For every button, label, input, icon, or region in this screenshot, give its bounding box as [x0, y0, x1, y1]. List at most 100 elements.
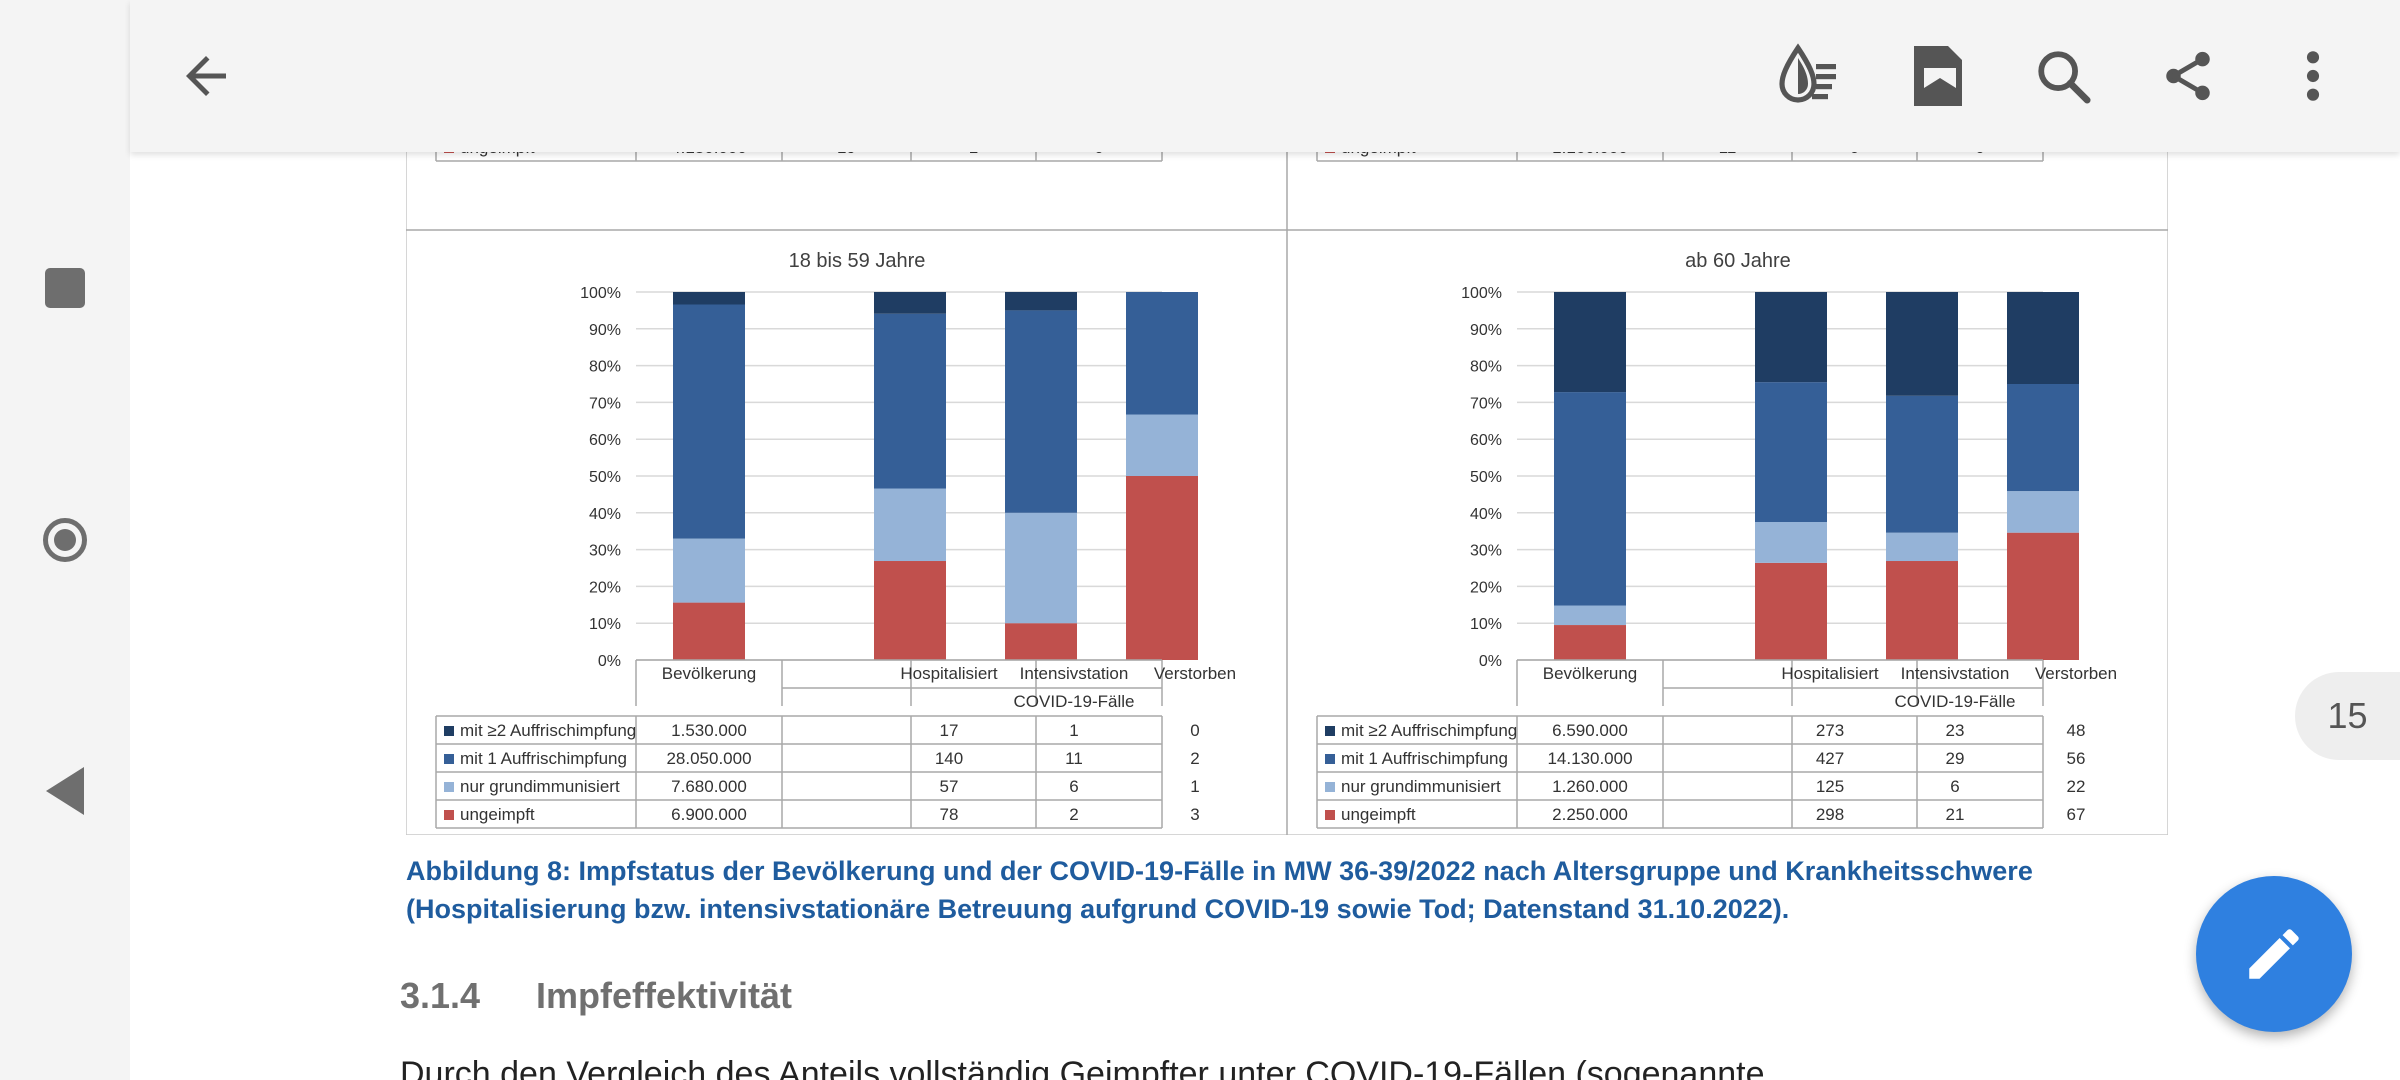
section-title: Impfeffektivität [536, 975, 793, 1016]
bar-segment [1005, 292, 1077, 311]
pencil-icon [2249, 929, 2299, 979]
page-number-badge: 15 [2295, 672, 2400, 760]
bar-segment [1126, 414, 1198, 476]
navigation-bar [0, 0, 130, 1080]
caption-line-1: Abbildung 8: Impfstatus der Bevölkerung … [406, 856, 2033, 886]
table-count: 427 [1816, 749, 1844, 768]
bookmark-icon[interactable] [1900, 38, 1976, 114]
table-row-label: ungeimpft [1341, 805, 1416, 824]
legend-swatch [1325, 782, 1335, 792]
bar-segment [1126, 476, 1198, 660]
recents-square-icon[interactable] [30, 253, 100, 323]
y-tick-label: 20% [1470, 579, 1502, 596]
legend-swatch [444, 782, 454, 792]
table-row-label: mit 1 Auffrischimpfung [460, 749, 627, 768]
table-count: 48 [2067, 721, 2086, 740]
share-icon[interactable] [2150, 38, 2226, 114]
data-table: Bevölkerung Hospitalisiert Intensivstation… [435, 659, 1236, 829]
y-tick-label: 50% [1470, 469, 1502, 486]
bar-segment [1554, 392, 1626, 606]
table-population: 28.050.000 [666, 749, 751, 768]
section-heading: 3.1.4 Impfeffektivität [400, 975, 792, 1017]
figure-caption: Abbildung 8: Impfstatus der Bevölkerung … [406, 852, 2256, 928]
y-tick-label: 30% [589, 543, 621, 560]
bar-segment [2007, 532, 2079, 660]
table-count: 6 [1950, 777, 1959, 796]
chart-title: 18 bis 59 Jahre [789, 250, 926, 272]
bar-segment [1886, 532, 1958, 562]
bar-segment [1755, 292, 1827, 383]
edit-button[interactable] [2196, 876, 2352, 1032]
search-icon[interactable] [2025, 38, 2101, 114]
back-arrow-icon[interactable] [168, 38, 244, 114]
bar-segment [673, 602, 745, 660]
table-count: 273 [1816, 721, 1844, 740]
top-toolbar [130, 0, 2400, 152]
table-count: 56 [2067, 749, 2086, 768]
table-count: 11 [1065, 749, 1083, 768]
table-count: 6 [1069, 777, 1078, 796]
y-tick-label: 80% [1470, 359, 1502, 376]
chart-title: ab 60 Jahre [1685, 250, 1791, 272]
category-label: Bevölkerung [662, 664, 757, 683]
group-label: COVID-19-Fälle [1014, 692, 1135, 711]
bar-segment [1005, 310, 1077, 513]
bar-segment [1755, 382, 1827, 522]
caption-line-2: (Hospitalisierung bzw. intensivstationär… [406, 894, 1790, 924]
data-table: Bevölkerung Hospitalisiert Intensivstation… [1316, 659, 2117, 829]
reading-mode-icon[interactable] [1770, 38, 1846, 114]
table-population: 2.250.000 [1552, 805, 1628, 824]
legend-swatch [1325, 754, 1335, 764]
bar-segment [1005, 512, 1077, 624]
y-tick-label: 40% [1470, 506, 1502, 523]
category-label: Intensivstation [1020, 664, 1129, 683]
legend-swatch [444, 810, 454, 820]
table-population: 6.590.000 [1552, 721, 1628, 740]
table-count: 1 [1069, 721, 1078, 740]
y-tick-label: 70% [589, 395, 621, 412]
body-paragraph: Durch den Vergleich des Anteils vollstän… [400, 1055, 1765, 1080]
bar-segment [673, 538, 745, 603]
bar-segment [1005, 623, 1077, 660]
bar-segment [1886, 395, 1958, 533]
table-count: 17 [940, 721, 959, 740]
more-options-icon[interactable] [2275, 38, 2351, 114]
table-count: 125 [1816, 777, 1844, 796]
y-tick-label: 100% [580, 285, 621, 302]
y-tick-label: 40% [589, 506, 621, 523]
table-row-label: nur grundimmunisiert [1341, 777, 1501, 796]
y-tick-label: 90% [1470, 322, 1502, 339]
y-tick-label: 60% [589, 432, 621, 449]
bar-segment [1554, 292, 1626, 393]
category-label: Intensivstation [1901, 664, 2010, 683]
table-row-label: mit ≥2 Auffrischimpfung [1341, 721, 1517, 740]
table-row-label: mit 1 Auffrischimpfung [1341, 749, 1508, 768]
bar-segment [874, 313, 946, 489]
table-count: 3 [1190, 805, 1199, 824]
y-tick-label: 50% [589, 469, 621, 486]
home-circle-icon[interactable] [30, 505, 100, 575]
table-population: 6.900.000 [671, 805, 747, 824]
bar-segment [1126, 292, 1198, 415]
bar-segment [874, 561, 946, 660]
legend-swatch [444, 726, 454, 736]
bar-segment [1755, 562, 1827, 660]
legend-swatch [1325, 810, 1335, 820]
table-count: 2 [1190, 749, 1199, 768]
category-label: Verstorben [1154, 664, 1236, 683]
bar-segment [1755, 522, 1827, 563]
bar-segment [673, 304, 745, 539]
table-count: 22 [2067, 777, 2086, 796]
category-label: Hospitalisiert [1781, 664, 1879, 683]
table-row-label: nur grundimmunisiert [460, 777, 620, 796]
table-count: 140 [935, 749, 963, 768]
chart-18-59: mit 1 Auffrischimpfung10.000000nur grund… [435, 77, 1236, 829]
y-tick-label: 30% [1470, 543, 1502, 560]
y-tick-label: 10% [589, 616, 621, 633]
table-count: 0 [1190, 721, 1199, 740]
table-row-label: mit ≥2 Auffrischimpfung [460, 721, 636, 740]
back-triangle-icon[interactable] [30, 756, 100, 826]
document-page[interactable]: mit 1 Auffrischimpfung10.000000nur grund… [130, 0, 2400, 1080]
table-row-label: ungeimpft [460, 805, 535, 824]
